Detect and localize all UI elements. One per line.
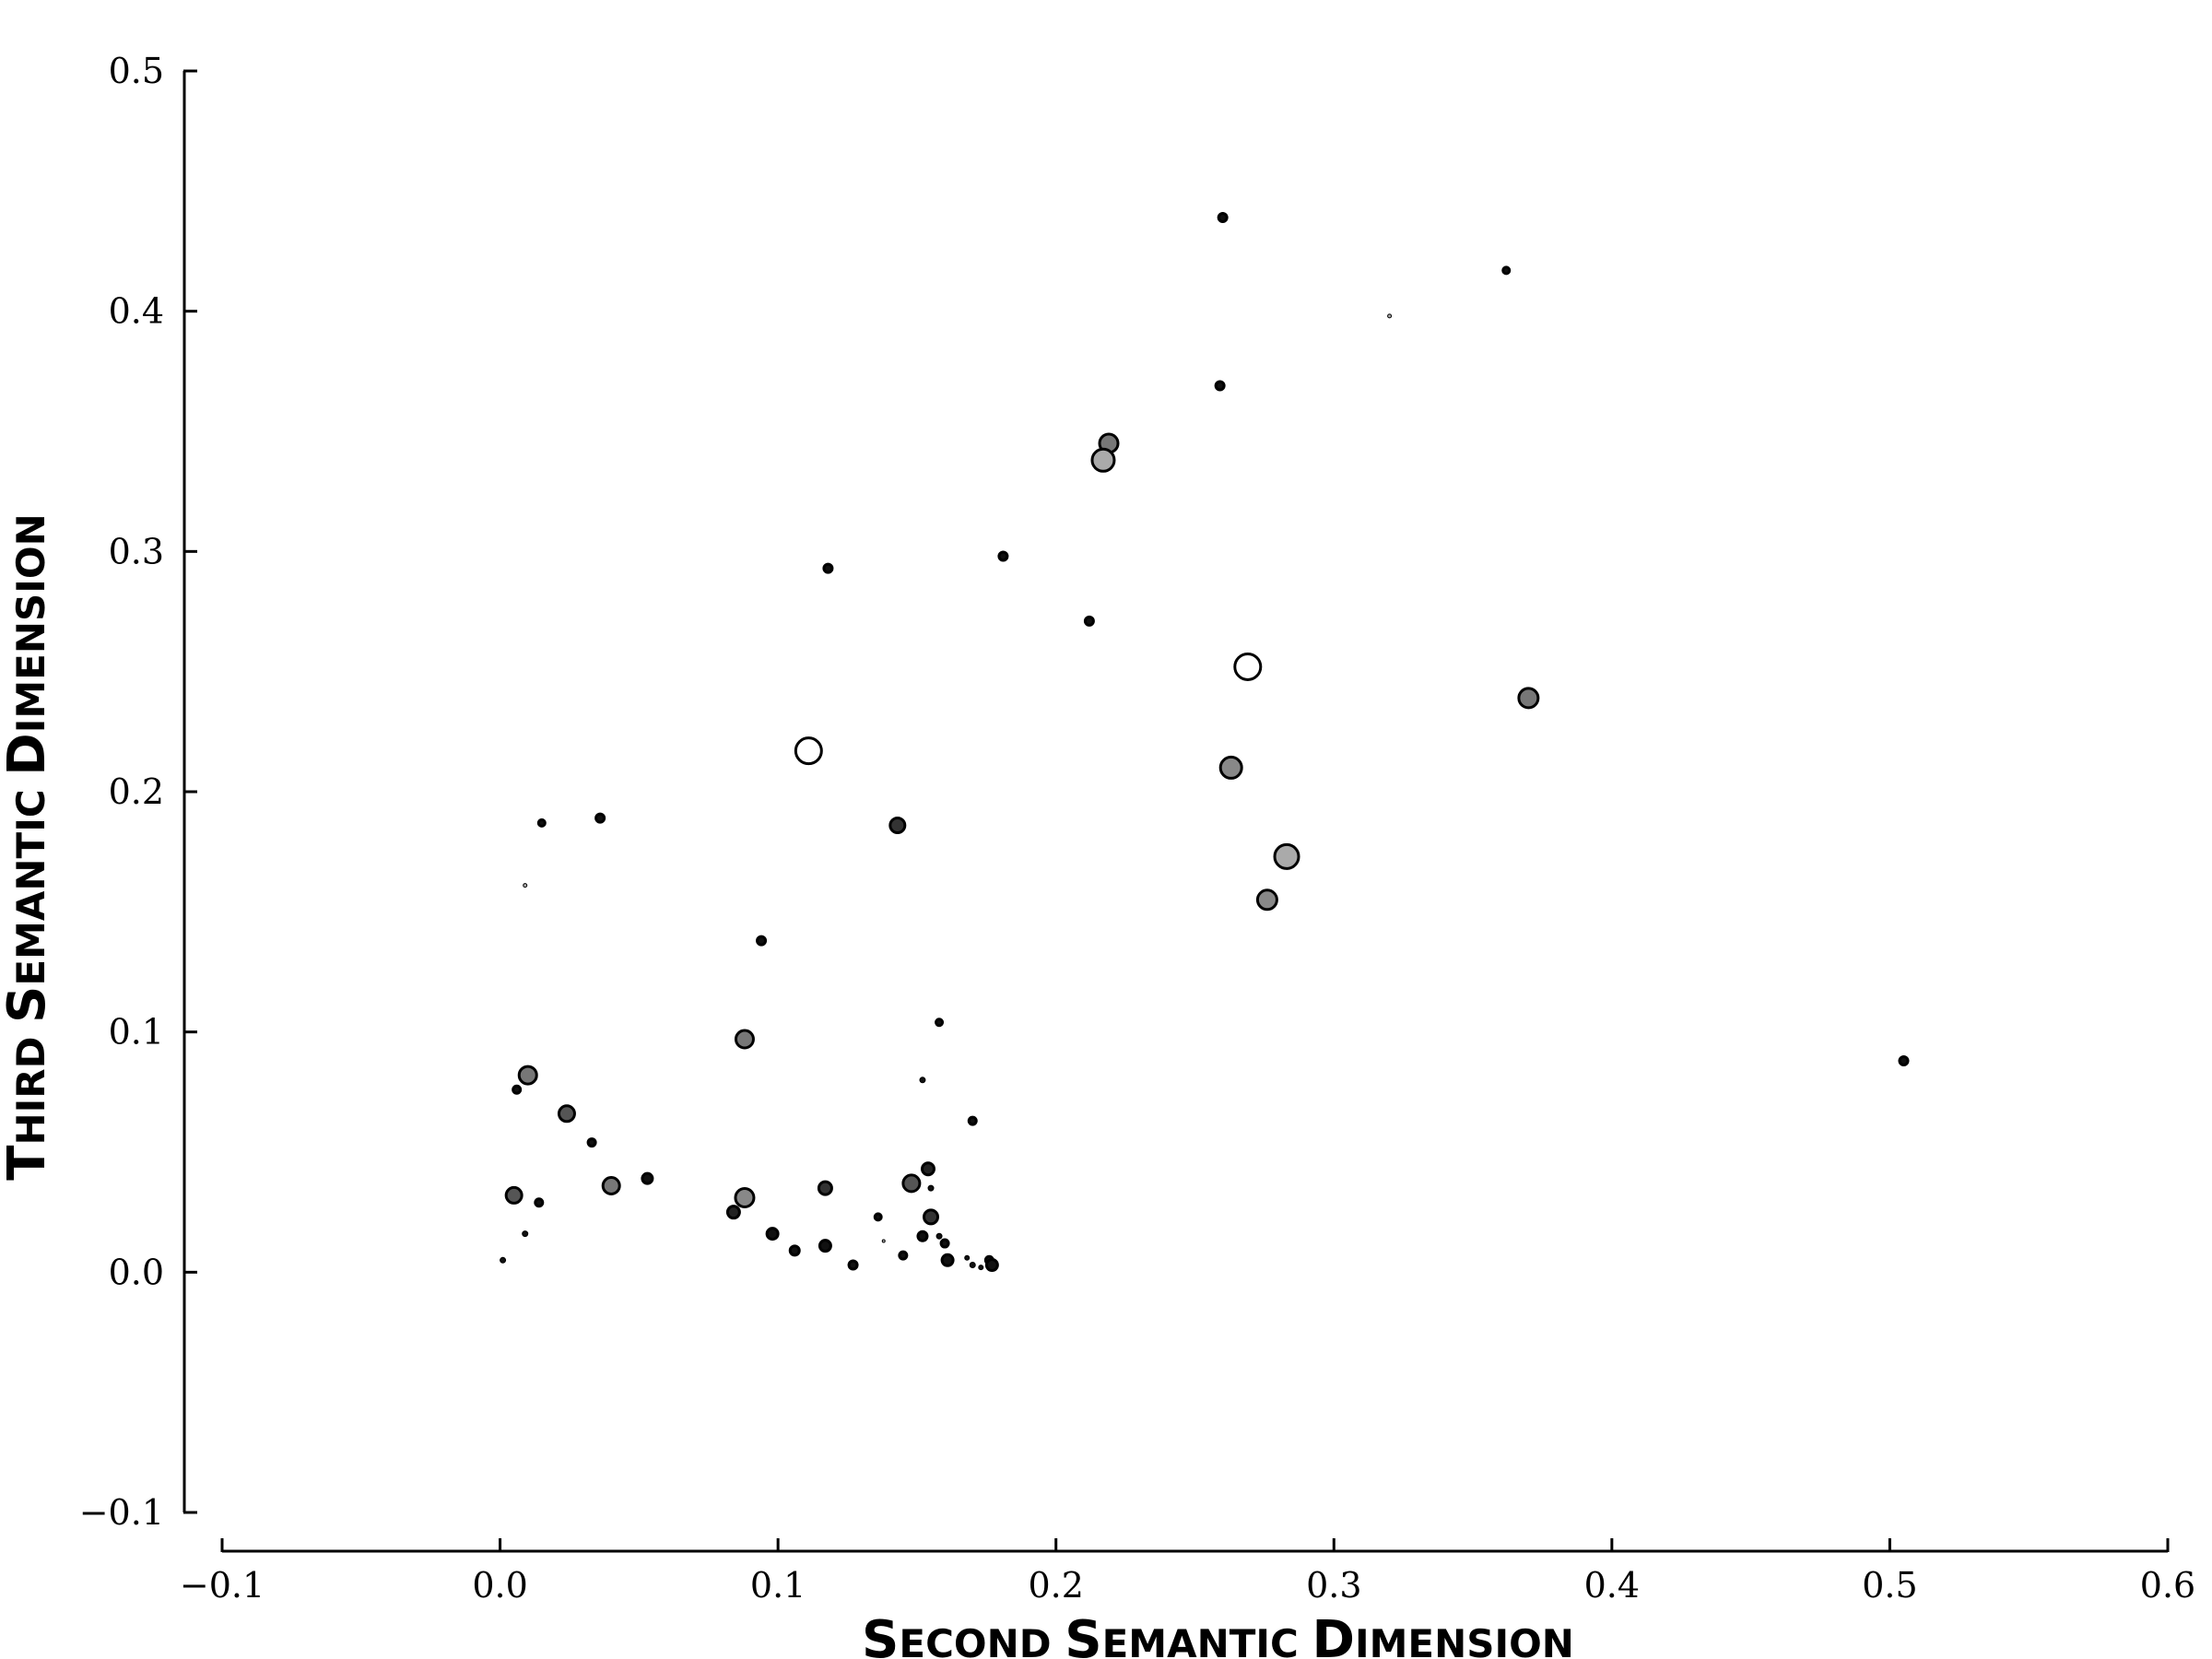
- scatter-point: [940, 1253, 955, 1267]
- scatter-point: [1517, 687, 1540, 710]
- scatter-point: [512, 1084, 523, 1095]
- scatter-point: [1501, 265, 1512, 276]
- scatter-point: [920, 1161, 935, 1177]
- scatter-point: [1898, 1054, 1910, 1066]
- scatter-point: [765, 1227, 780, 1241]
- scatter-point: [734, 1187, 756, 1209]
- x-tick-label: −0.1: [180, 1565, 265, 1606]
- scatter-point: [504, 1185, 524, 1205]
- scatter-point: [1387, 313, 1393, 319]
- scatter-point: [756, 935, 768, 947]
- scatter-point: [601, 1175, 621, 1195]
- x-tick-label: 0.5: [1862, 1565, 1917, 1606]
- scatter-point: [888, 816, 907, 834]
- scatter-point: [523, 883, 528, 888]
- x-tick-label: 0.0: [472, 1565, 527, 1606]
- y-tick-label: 0.5: [109, 51, 164, 91]
- y-tick-label: 0.4: [109, 291, 164, 332]
- scatter-point: [1255, 888, 1278, 912]
- scatter-point: [522, 1230, 529, 1238]
- scatter-point: [969, 1262, 976, 1269]
- scatter-point: [916, 1230, 929, 1242]
- scatter-point: [978, 1265, 984, 1271]
- scatter-point: [822, 562, 834, 574]
- scatter-point: [997, 550, 1009, 562]
- scatter-point: [534, 1197, 545, 1208]
- scatter-point: [901, 1173, 922, 1194]
- scatter-point: [594, 812, 606, 824]
- scatter-point: [725, 1205, 741, 1220]
- y-ticks: −0.1 0.0 0.1 0.2 0.3 0.4 0.5: [79, 51, 197, 1533]
- scatter-point: [923, 1208, 940, 1226]
- x-ticks: −0.1 0.0 0.1 0.2 0.3 0.4 0.5 0.6: [180, 1538, 2195, 1606]
- scatter-point: [964, 1254, 971, 1261]
- scatter-point: [1090, 447, 1116, 473]
- scatter-point: [1214, 380, 1226, 392]
- x-tick-label: 0.6: [2140, 1565, 2195, 1606]
- scatter-point: [927, 1184, 935, 1192]
- scatter-point: [536, 818, 547, 828]
- scatter-point: [881, 1239, 886, 1243]
- scatter-point: [935, 1018, 945, 1028]
- scatter-point: [586, 1137, 597, 1148]
- x-tick-label: 0.1: [750, 1565, 806, 1606]
- scatter-point: [794, 736, 823, 766]
- scatter-point: [817, 1180, 833, 1196]
- y-tick-label: 0.2: [109, 771, 164, 812]
- scatter-point: [984, 1258, 999, 1273]
- data-points: [500, 212, 1910, 1273]
- x-tick-label: 0.4: [1584, 1565, 1640, 1606]
- scatter-point: [1217, 212, 1229, 224]
- scatter-point: [935, 1232, 943, 1240]
- scatter-point: [734, 1029, 755, 1050]
- y-tick-label: 0.1: [109, 1012, 164, 1053]
- scatter-point: [500, 1256, 507, 1264]
- scatter-point: [1233, 652, 1263, 681]
- x-axis-title: SECOND SEMANTIC DIMENSION: [862, 1610, 1574, 1659]
- scatter-point: [873, 1212, 883, 1222]
- scatter-point: [788, 1244, 801, 1257]
- scatter-point: [1083, 615, 1095, 627]
- y-tick-label: 0.3: [109, 531, 164, 571]
- scatter-point: [557, 1104, 576, 1124]
- x-tick-label: 0.3: [1306, 1565, 1361, 1606]
- x-tick-label: 0.2: [1028, 1565, 1083, 1606]
- scatter-point: [847, 1259, 859, 1271]
- y-axis-title: THIRD SEMANTIC DIMENSION: [0, 513, 57, 1181]
- scatter-point: [1218, 755, 1243, 780]
- y-tick-label: −0.1: [79, 1492, 164, 1533]
- y-tick-label: 0.0: [109, 1252, 164, 1292]
- scatter-point: [898, 1250, 909, 1261]
- scatter-point: [1273, 842, 1300, 870]
- scatter-point: [939, 1238, 950, 1249]
- scatter-point: [967, 1115, 978, 1126]
- scatter-point: [919, 1077, 926, 1084]
- scatter-point: [818, 1239, 832, 1253]
- scatter-point: [641, 1171, 654, 1185]
- scatter-point: [517, 1065, 538, 1086]
